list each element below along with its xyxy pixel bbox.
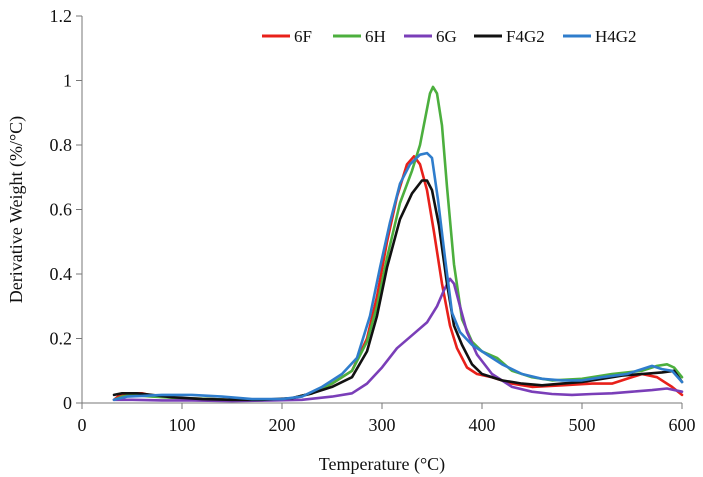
series-line-f4g2 [112, 179, 684, 402]
x-tick-label: 500 [569, 415, 596, 435]
legend-label: F4G2 [506, 27, 545, 46]
series-line-6h [112, 85, 684, 402]
legend-item-6g: 6G [404, 27, 457, 46]
x-tick-label: 300 [369, 415, 396, 435]
legend-label: 6H [365, 27, 386, 46]
y-tick-label: 0.6 [50, 200, 73, 220]
y-tick-label: 0.4 [50, 264, 73, 284]
y-tick-label: 0.8 [50, 135, 73, 155]
y-tick-label: 0.2 [50, 329, 73, 349]
legend-label: 6G [436, 27, 457, 46]
x-tick-label: 600 [669, 415, 696, 435]
x-tick-label: 400 [469, 415, 496, 435]
y-tick-label: 1.2 [50, 6, 73, 26]
legend: 6F 6H 6G F4G2 H4G2 [262, 27, 637, 46]
x-tick-label: 100 [169, 415, 196, 435]
legend-label: H4G2 [595, 27, 637, 46]
series-lines [112, 85, 684, 403]
y-tick-label: 0 [63, 393, 72, 413]
legend-item-6f: 6F [262, 27, 312, 46]
x-tick-label: 0 [78, 415, 87, 435]
legend-item-h4g2: H4G2 [563, 27, 637, 46]
x-axis-title: Temperature (°C) [319, 454, 445, 475]
y-axis-title: Derivative Weight (%/°C) [6, 116, 27, 303]
x-axis-ticks: 0 100 200 300 400 500 600 [78, 403, 696, 435]
y-axis-ticks: 0 0.2 0.4 0.6 0.8 1 1.2 [50, 6, 82, 413]
legend-label: 6F [294, 27, 312, 46]
legend-item-6h: 6H [333, 27, 386, 46]
x-tick-label: 200 [269, 415, 296, 435]
series-line-h4g2 [112, 151, 684, 402]
y-tick-label: 1 [63, 71, 72, 91]
legend-item-f4g2: F4G2 [474, 27, 545, 46]
